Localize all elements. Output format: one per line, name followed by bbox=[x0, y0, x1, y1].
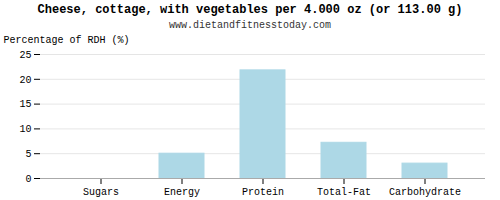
svg-text:Total-Fat: Total-Fat bbox=[317, 187, 371, 198]
svg-text:10: 10 bbox=[19, 124, 31, 135]
html-text:www.dietandfitnesstoday.com: www.dietandfitnesstoday.com bbox=[169, 20, 331, 31]
svg-text:20: 20 bbox=[19, 75, 31, 86]
svg-text:0: 0 bbox=[25, 174, 31, 185]
svg-text:Carbohydrate: Carbohydrate bbox=[389, 187, 461, 198]
svg-text:Sugars: Sugars bbox=[83, 187, 119, 198]
html-text:Cheese, cottage, with vegetabl: Cheese, cottage, with vegetables per 4.0… bbox=[37, 3, 463, 17]
svg-text:Percentage of RDH (%): Percentage of RDH (%) bbox=[4, 35, 130, 46]
svg-text:25: 25 bbox=[19, 50, 31, 61]
svg-text:15: 15 bbox=[19, 99, 31, 110]
svg-text:Energy: Energy bbox=[164, 187, 200, 198]
svg-text:5: 5 bbox=[25, 149, 31, 160]
svg-text:Protein: Protein bbox=[242, 187, 284, 198]
